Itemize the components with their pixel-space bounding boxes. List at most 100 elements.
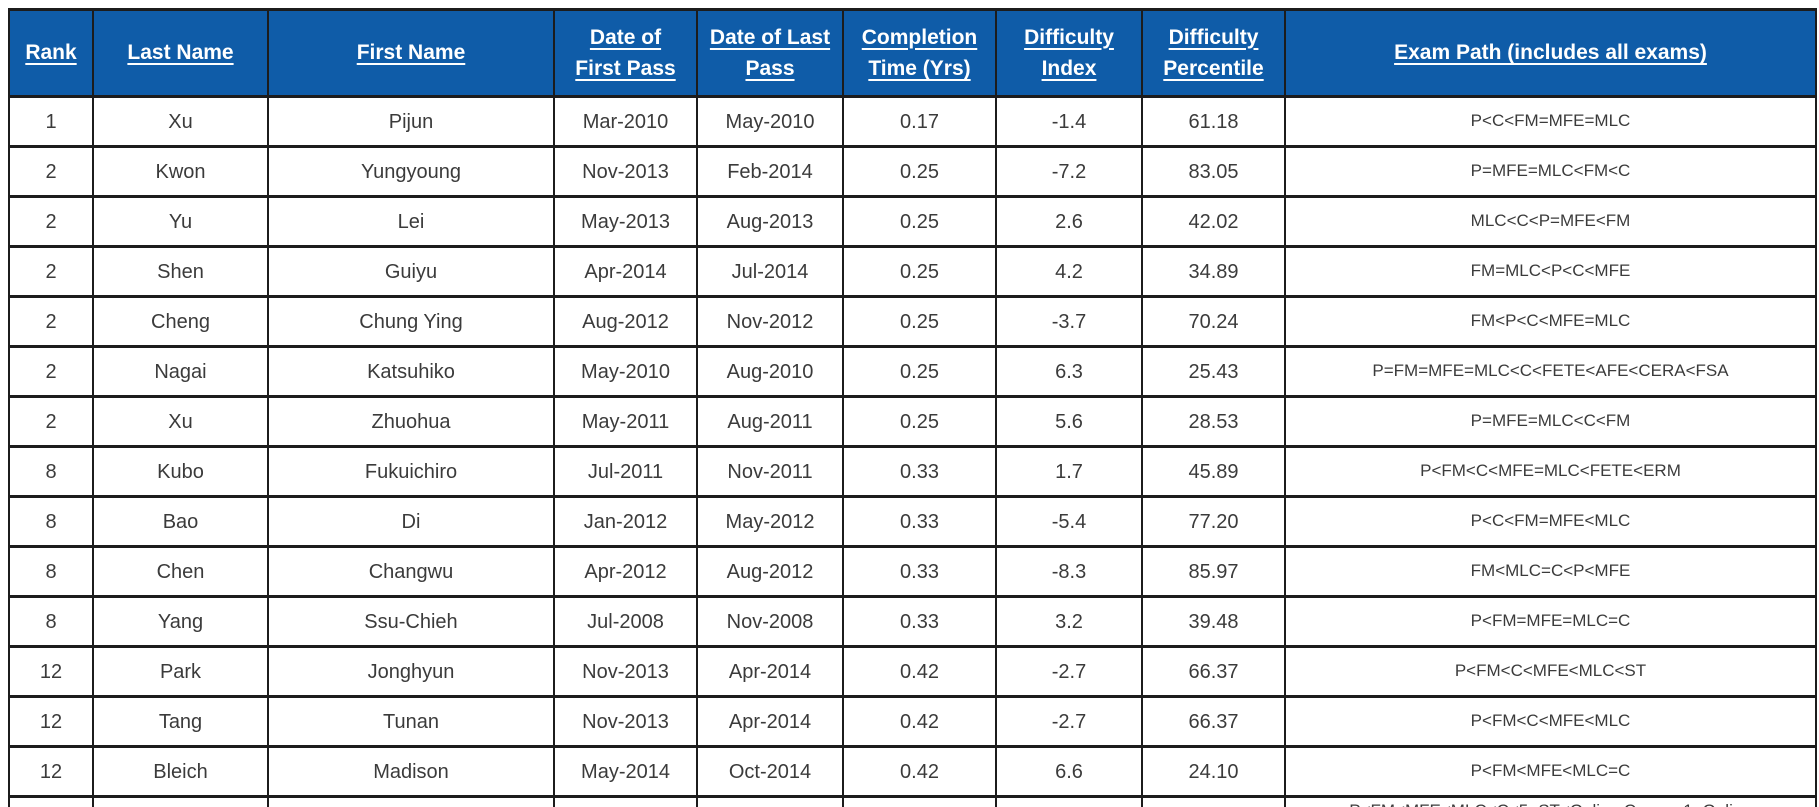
- header-completion-time[interactable]: Completion Time (Yrs): [842, 8, 997, 98]
- header-rank[interactable]: Rank: [8, 8, 94, 98]
- cell-completion-time: 0.42: [842, 795, 997, 807]
- cell-date-first-pass: Aug-2012: [553, 295, 698, 348]
- cell-exam-path: FM<P<C<MFE=MLC: [1284, 295, 1817, 348]
- cell-last-name: Xu: [92, 395, 269, 448]
- cell-date-last-pass: Apr-2014: [696, 695, 844, 748]
- table-row: 8 Chen Changwu Apr-2012 Aug-2012 0.33 -8.3 85.9…: [8, 545, 1817, 598]
- cell-first-name: Ssu-Chieh: [267, 595, 555, 648]
- cell-difficulty-index: 3.2: [995, 595, 1143, 648]
- cell-date-last-pass: Aug-2012: [696, 545, 844, 598]
- cell-rank: 8: [8, 545, 94, 598]
- cell-difficulty-index: 2.6: [995, 195, 1143, 248]
- cell-first-name: Fukuichiro: [267, 445, 555, 498]
- cell-rank: 2: [8, 395, 94, 448]
- header-difficulty-percentile[interactable]: Difficulty Percentile: [1141, 8, 1286, 98]
- cell-rank: 12: [8, 795, 94, 807]
- cell-rank: 2: [8, 245, 94, 298]
- cell-difficulty-percentile: 45.89: [1141, 445, 1286, 498]
- cell-difficulty-index: 9.2: [995, 795, 1143, 807]
- cell-date-last-pass: Nov-2011: [696, 445, 844, 498]
- cell-difficulty-index: 6.3: [995, 345, 1143, 398]
- cell-completion-time: 0.25: [842, 195, 997, 248]
- cell-first-name: Di: [267, 495, 555, 548]
- cell-rank: 12: [8, 645, 94, 698]
- cell-date-first-pass: Jan-2014: [553, 795, 698, 807]
- cell-difficulty-index: -8.3: [995, 545, 1143, 598]
- cell-rank: 2: [8, 295, 94, 348]
- table-row: 8 Kubo Fukuichiro Jul-2011 Nov-2011 0.33 1.7 45…: [8, 445, 1817, 498]
- table-header: Rank Last Name First Name Date of First …: [8, 8, 1817, 98]
- cell-date-last-pass: May-2012: [696, 495, 844, 548]
- cell-exam-path: P<FM<C<MFE<MLC<ST: [1284, 645, 1817, 698]
- cell-completion-time: 0.42: [842, 645, 997, 698]
- table-row: 2 Nagai Katsuhiko May-2010 Aug-2010 0.25 6.3 25…: [8, 345, 1817, 398]
- cell-completion-time: 0.25: [842, 245, 997, 298]
- cell-date-last-pass: Jun-2014: [696, 795, 844, 807]
- cell-first-name: Katsuhiko: [267, 345, 555, 398]
- cell-difficulty-index: -5.4: [995, 495, 1143, 548]
- cell-last-name: Bao: [92, 495, 269, 548]
- cell-exam-path: FM=MLC<P<C<MFE: [1284, 245, 1817, 298]
- cell-exam-path: P<FM=MFE=MLC=C: [1284, 595, 1817, 648]
- cell-exam-path: FM<MLC=C<P<MFE: [1284, 545, 1817, 598]
- table-row: 8 Bao Di Jan-2012 May-2012 0.33 -5.4 77.20 P<C<F…: [8, 495, 1817, 548]
- cell-date-last-pass: Apr-2014: [696, 645, 844, 698]
- cell-first-name: Changwu: [267, 545, 555, 598]
- header-difficulty-index[interactable]: Difficulty Index: [995, 8, 1143, 98]
- cell-exam-path: P<C<FM=MFE<MLC: [1284, 495, 1817, 548]
- cell-date-first-pass: Nov-2013: [553, 695, 698, 748]
- cell-date-first-pass: Nov-2013: [553, 645, 698, 698]
- cell-last-name: Yu: [92, 195, 269, 248]
- cell-difficulty-percentile: 85.97: [1141, 545, 1286, 598]
- cell-exam-path: P<C<FM=MFE=MLC: [1284, 95, 1817, 148]
- cell-difficulty-index: -1.4: [995, 95, 1143, 148]
- cell-last-name: Bleich: [92, 745, 269, 798]
- cell-last-name: Kwon: [92, 145, 269, 198]
- cell-difficulty-index: -2.7: [995, 645, 1143, 698]
- header-date-last-pass[interactable]: Date of Last Pass: [696, 8, 844, 98]
- cell-rank: 1: [8, 95, 94, 148]
- cell-date-last-pass: Nov-2008: [696, 595, 844, 648]
- cell-date-last-pass: Feb-2014: [696, 145, 844, 198]
- cell-date-first-pass: Mar-2010: [553, 95, 698, 148]
- cell-date-first-pass: May-2013: [553, 195, 698, 248]
- header-last-name[interactable]: Last Name: [92, 8, 269, 98]
- header-row: Rank Last Name First Name Date of First …: [8, 8, 1817, 98]
- cell-difficulty-percentile: 61.18: [1141, 95, 1286, 148]
- header-date-first-pass[interactable]: Date of First Pass: [553, 8, 698, 98]
- cell-difficulty-percentile: 25.43: [1141, 345, 1286, 398]
- cell-completion-time: 0.17: [842, 95, 997, 148]
- cell-rank: 2: [8, 145, 94, 198]
- cell-difficulty-percentile: 14.18: [1141, 795, 1286, 807]
- table-row: 12KorolIevgenJan-2014Jun-20140.429.214.1…: [8, 795, 1817, 807]
- cell-exam-path: MLC<C<P=MFE<FM: [1284, 195, 1817, 248]
- cell-first-name: Zhuohua: [267, 395, 555, 448]
- cell-exam-path: P<FM<MFE<MLC<C<5=ST<Online Course 1=Onli…: [1284, 795, 1817, 807]
- cell-date-last-pass: Nov-2012: [696, 295, 844, 348]
- table-row: 2 Shen Guiyu Apr-2014 Jul-2014 0.25 4.2 34.89 FM…: [8, 245, 1817, 298]
- cell-date-first-pass: Jul-2011: [553, 445, 698, 498]
- cell-difficulty-index: -2.7: [995, 695, 1143, 748]
- cell-completion-time: 0.25: [842, 145, 997, 198]
- header-first-name[interactable]: First Name: [267, 8, 555, 98]
- cell-date-last-pass: Oct-2014: [696, 745, 844, 798]
- cell-exam-path: P=MFE=MLC<C<FM: [1284, 395, 1817, 448]
- header-exam-path[interactable]: Exam Path (includes all exams): [1284, 8, 1817, 98]
- table-body: 1 Xu Pijun Mar-2010 May-2010 0.17 -1.4 61.18 P<C…: [8, 95, 1817, 807]
- cell-completion-time: 0.42: [842, 695, 997, 748]
- table-row: 2 Cheng Chung Ying Aug-2012 Nov-2012 0.25 -3.7…: [8, 295, 1817, 348]
- cell-first-name: Pijun: [267, 95, 555, 148]
- cell-completion-time: 0.25: [842, 395, 997, 448]
- table-row: 2 Yu Lei May-2013 Aug-2013 0.25 2.6 42.02 MLC<C<…: [8, 195, 1817, 248]
- cell-date-first-pass: May-2014: [553, 745, 698, 798]
- cell-completion-time: 0.33: [842, 445, 997, 498]
- cell-completion-time: 0.25: [842, 345, 997, 398]
- cell-rank: 2: [8, 195, 94, 248]
- cell-exam-path: P<FM<C<MFE=MLC<FETE<ERM: [1284, 445, 1817, 498]
- cell-first-name: Ievgen: [267, 795, 555, 807]
- table-row: 12 Bleich Madison May-2014 Oct-2014 0.42 6.6 24…: [8, 745, 1817, 798]
- cell-date-last-pass: Aug-2011: [696, 395, 844, 448]
- cell-rank: 8: [8, 595, 94, 648]
- cell-date-first-pass: May-2010: [553, 345, 698, 398]
- cell-date-first-pass: May-2011: [553, 395, 698, 448]
